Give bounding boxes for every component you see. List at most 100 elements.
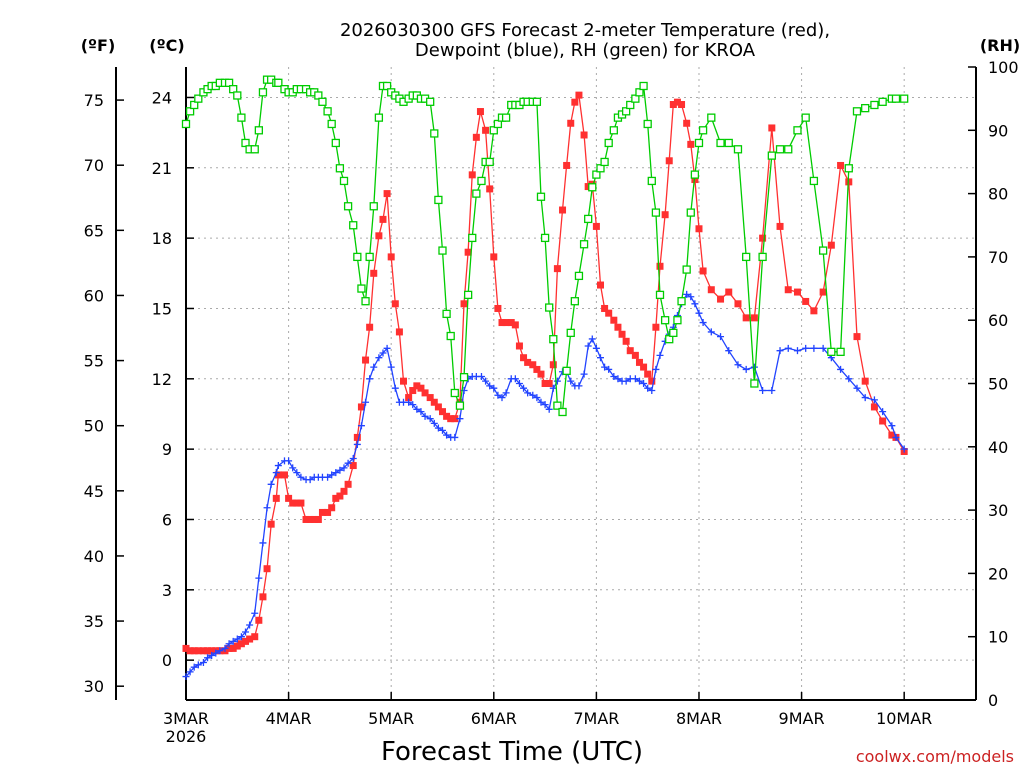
dewpoint-point [687,293,695,301]
dewpoint-point [477,372,485,380]
rh-point [274,78,283,87]
dewpoint-point [208,651,216,659]
rh-point [566,328,575,338]
rh-point [532,97,542,106]
fahrenheit-tick-label: 65 [84,221,104,240]
temperature-point [640,363,648,371]
rh-point [742,252,751,262]
celsius-tick-label: 24 [152,88,172,107]
dewpoint-point [575,382,583,390]
temperature-point [447,415,455,423]
temperature-point [482,126,490,134]
temperature-point [631,351,639,359]
temperature-point [486,185,494,193]
dewpoint-point [707,328,715,336]
temperature-point [742,314,750,322]
dewpoint-point [289,464,297,472]
temperature-point [559,206,567,214]
dewpoint-point [332,469,340,477]
dewpoint-point [199,658,207,666]
celsius-tick-label: 18 [152,229,172,248]
dewpoint-point [285,457,293,465]
rh-tick-label: 100 [988,58,1019,77]
temperature-point [673,98,681,106]
rh-point [472,189,481,198]
dewpoint-point [456,415,464,423]
rh-point [250,145,259,154]
rh-point [430,129,439,138]
temperature-point [888,431,896,439]
dewpoint-point [357,422,365,430]
dewpoint-point [879,408,887,416]
rh-point [861,103,870,113]
rh-point [254,126,263,135]
rh-point [793,126,802,135]
temperature-point [194,647,202,655]
temperature-point [314,515,322,523]
rh-point [673,316,682,325]
rh-point [455,401,465,410]
dewpoint-point [614,375,622,383]
rh-point [477,176,486,186]
temperature-point [656,262,664,270]
dewpoint-point [438,426,446,434]
dewpoint-point [482,377,490,385]
x-tick-label: 8MAR [676,709,722,728]
temperature-point [507,319,515,327]
dewpoint-point [324,473,332,481]
dewpoint-point [652,365,660,373]
rh-point [579,240,589,249]
rh-point [750,379,759,388]
rh-point [237,113,246,122]
rh-tick-label: 80 [988,185,1008,204]
dewpoint-point [759,387,767,395]
temperature-point [336,492,344,500]
rh-point [339,176,349,186]
rh-point [562,366,571,375]
fahrenheit-tick-label: 50 [84,417,104,436]
dewpoint-point [242,628,250,636]
fahrenheit-tick-label: 30 [84,677,104,696]
temperature-point [417,384,425,392]
dewpoint-point [845,375,853,383]
temperature-point [652,323,660,331]
dewpoint-point [328,471,336,479]
temperature-point [734,300,742,308]
dewpoint-point [524,389,532,397]
temperature-point [357,403,365,411]
temperature-point [819,288,827,296]
dewpoint-point [263,504,271,512]
rh-point [258,88,268,97]
x-axis-title: Forecast Time (UTC) [381,737,643,767]
rh-tick-label: 0 [988,691,998,710]
temperature-point [533,365,541,373]
rh-point [716,138,725,148]
temperature-point [827,241,835,249]
x-tick-label: 9MAR [779,709,825,728]
rh-point [733,145,743,154]
temperature-point [246,635,254,643]
temperature-point [793,288,801,296]
temperature-point [601,304,609,312]
rh-point [536,192,546,201]
temperature-point [395,328,403,336]
dewpoint-point [216,647,224,655]
temperature-point [618,330,626,338]
dewpoint-point [221,644,229,652]
temperature-point [426,394,434,402]
rh-point [775,145,785,154]
fahrenheit-tick-label: 60 [84,286,104,305]
dewpoint-point [631,375,639,383]
x-tick-label: 4MAR [266,709,312,728]
dewpoint-point [502,389,510,397]
temperature-point [810,307,818,315]
rh-tick-label: 50 [988,375,1008,394]
temperature-point [549,361,557,369]
celsius-tick-label: 12 [152,370,172,389]
rh-point [758,252,767,262]
temperature-point [379,215,387,223]
temperature-point [494,304,502,312]
dewpoint-point [443,431,451,439]
dewpoint-point [490,384,498,392]
temperature-point [622,337,630,345]
